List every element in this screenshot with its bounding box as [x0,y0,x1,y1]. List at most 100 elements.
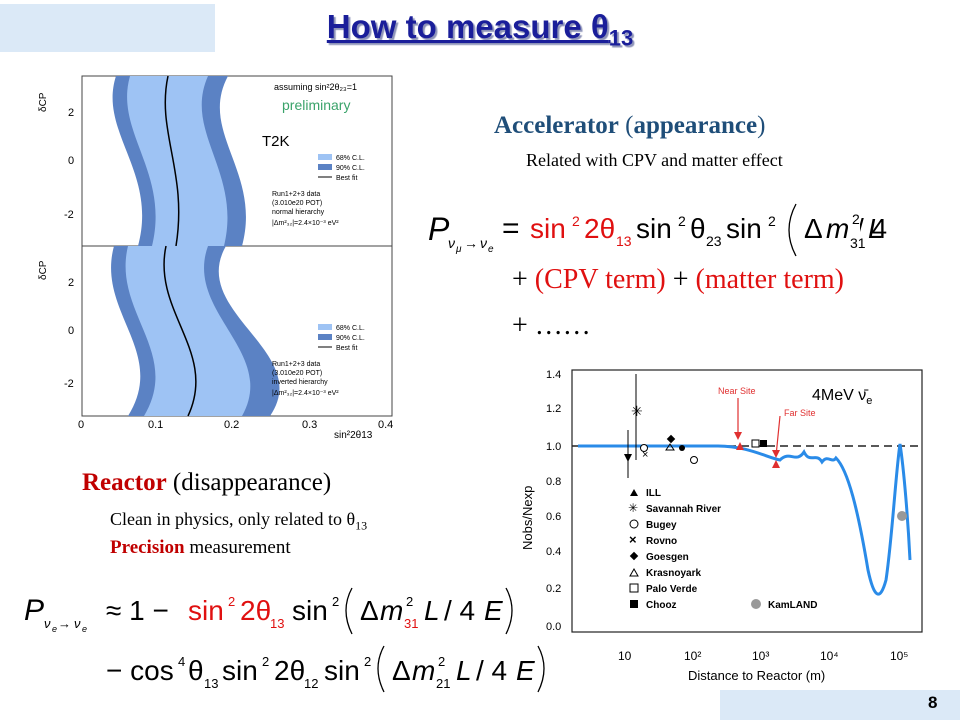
info-normal-1: (3.010e20 POT) [272,200,322,207]
svg-text:sin: sin [636,213,672,244]
svg-text:Δ: Δ [360,595,379,626]
svg-text:− cos: − cos [106,655,174,686]
reactor-xtick-2: 10³ [752,649,769,663]
svg-text:✳: ✳ [628,501,638,515]
svg-text:sin: sin [292,595,328,626]
far-site-label: Far Site [784,408,816,418]
reactor-ytick-6: 0.2 [546,583,561,595]
svg-text:Δ: Δ [392,655,411,686]
svg-text:m: m [380,595,403,626]
svg-text:2: 2 [406,594,413,609]
t2k-xtick-4: 0.4 [378,419,393,431]
svg-text:θ: θ [690,213,706,244]
legend-savannah: Savannah River [646,504,721,515]
corner-decoration [0,4,215,52]
svg-text:e: e [488,244,494,255]
accelerator-subtitle: Related with CPV and matter effect [526,150,783,170]
page-number: 8 [928,693,938,712]
reactor-xtick-3: 10⁴ [820,649,839,663]
page-number-box [720,690,960,720]
t2k-xtick-2: 0.2 [224,419,239,431]
chooz-marker [760,440,767,447]
legend-bestfit-bottom: Best fit [336,345,357,352]
t2k-xlabel: sin²2θ13 [334,430,373,438]
svg-text:μ: μ [455,244,462,255]
svg-text:2: 2 [438,654,445,669]
info-normal-2: normal hierarchy [272,209,325,216]
reactor-ylabel: Nobs/Nexp [520,486,535,550]
bugey-marker [640,444,648,452]
svg-text:2: 2 [332,594,339,609]
svg-text:ν: ν [480,235,487,251]
reactor-ytick-1: 1.2 [546,403,561,415]
svg-text:P: P [428,211,450,247]
svg-text:m: m [412,655,435,686]
t2k-ytick-top-2: 2 [68,107,74,119]
info-normal-3: |Δm²₃₂|=2.4×10⁻³ eV² [272,220,339,227]
reactor-line1: Clean in physics, only related to θ13 [110,509,368,533]
svg-text:2: 2 [364,654,371,669]
oscillation-curve [578,443,912,596]
reactor-ytick-4: 0.6 [546,511,561,523]
svg-text:e: e [82,624,87,634]
reactor-ytick-2: 1.0 [546,441,561,453]
t2k-contour-plot: assuming sin²2θ₂₃=1 preliminary T2K 68% … [38,75,393,438]
svg-text:2θ: 2θ [240,595,271,626]
svg-text:ν: ν [74,616,81,631]
rovno-marker: × [642,449,648,461]
svg-text:/ 4: / 4 [476,655,507,686]
legend-bugey: Bugey [646,520,677,531]
svg-text:4: 4 [178,654,185,669]
svg-text:2θ: 2θ [274,655,305,686]
reactor-xlabel: Distance to Reactor (m) [688,668,825,683]
legend-krasnoyark: Krasnoyark [646,568,701,579]
goesgen-marker [666,434,676,444]
legend-bestfit-top: Best fit [336,175,357,182]
svg-text:sin: sin [530,213,566,244]
svg-text:2θ: 2θ [584,213,615,244]
t2k-ylabel-bottom: δCP [38,260,49,280]
t2k-ytick-bot-0: 0 [68,325,74,337]
reactor-ratio-plot: 1.4 1.2 1.0 0.8 0.6 0.4 0.2 0.0 Nobs/Nex… [520,369,923,683]
svg-text:2: 2 [852,211,860,227]
svg-text:≈ 1 −: ≈ 1 − [106,595,169,626]
t2k-label: T2K [262,133,290,150]
reactor-ytick-0: 1.4 [546,369,561,381]
svg-text:L: L [424,595,440,626]
legend-goesgen: Goesgen [646,552,689,563]
reactor-formula: P ν e → ν e ≈ 1 − sin 2 2θ 13 sin 2 Δ m … [24,587,545,693]
legend-68-bottom: 68% C.L. [336,325,365,332]
svg-text:ν: ν [448,235,455,251]
svg-text:sin: sin [222,655,258,686]
reactor-xtick-0: 10 [618,649,632,663]
energy-label: 4MeV ν̄e [812,387,872,407]
near-site-label: Near Site [718,386,756,396]
svg-text:2: 2 [228,594,235,609]
accelerator-formula-tail: / 4 [860,213,887,244]
t2k-ytick-top-m2: -2 [64,209,74,221]
svg-text:P: P [24,594,44,627]
legend-90-top: 90% C.L. [336,165,365,172]
svg-text:23: 23 [706,233,722,249]
svg-text:=: = [502,212,520,245]
svg-text:→: → [58,616,71,631]
svg-text:/ 4: / 4 [860,213,887,244]
t2k-ytick-bot-m2: -2 [64,378,74,390]
info-inverted-1: (3.010e20 POT) [272,370,322,377]
band68-normal [127,76,228,246]
svg-text:13: 13 [204,676,218,691]
svg-text:×: × [629,532,637,547]
accelerator-formula: P ν μ → ν e = sin 2 2θ 13 sin 2 θ 23 sin… [428,203,884,257]
svg-text:31: 31 [404,616,418,631]
t2k-xtick-0: 0 [78,419,84,431]
legend-chooz: Chooz [646,600,677,611]
svg-text:m: m [826,213,849,244]
formula-line2: + (CPV term) + (matter term) [512,264,844,295]
svg-text:2: 2 [678,213,686,229]
preliminary-label: preliminary [282,97,350,113]
svg-text:13: 13 [270,616,284,631]
band68-inverted [125,246,251,416]
legend-68-top: 68% C.L. [336,155,365,162]
reactor-ytick-7: 0.0 [546,621,561,633]
near-site-marker [736,442,744,450]
